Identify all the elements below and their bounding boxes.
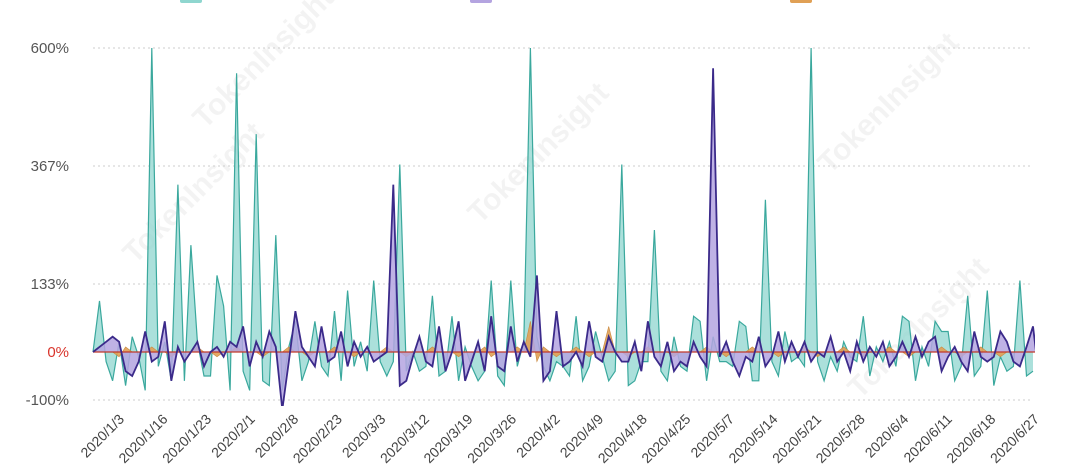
watermark-text: TokenInsight	[117, 116, 271, 270]
y-tick-label: 600%	[31, 40, 69, 57]
y-tick-label: -100%	[26, 392, 69, 409]
legend-swatch	[180, 0, 202, 3]
watermark-text: TokenInsight	[812, 26, 966, 180]
y-tick-label: 367%	[31, 158, 69, 175]
y-tick-label: 0%	[47, 344, 69, 361]
x-axis: 2020/1/32020/1/162020/1/232020/2/12020/2…	[77, 411, 1042, 466]
y-tick-label: 133%	[31, 276, 69, 293]
legend	[180, 0, 812, 3]
series-layer	[92, 47, 1035, 406]
watermark-text: TokenInsight	[187, 0, 341, 135]
y-axis: 600% 367% 133% 0% -100%	[26, 40, 69, 409]
legend-swatch	[470, 0, 492, 3]
x-tick-label: 2020/2/1	[208, 411, 258, 461]
gridlines	[93, 47, 1033, 401]
x-tick-label: 2020/4/2	[513, 411, 563, 461]
legend-swatch	[790, 0, 812, 3]
watermark-text: TokenInsight	[462, 76, 616, 230]
series-2-line	[92, 68, 1035, 406]
